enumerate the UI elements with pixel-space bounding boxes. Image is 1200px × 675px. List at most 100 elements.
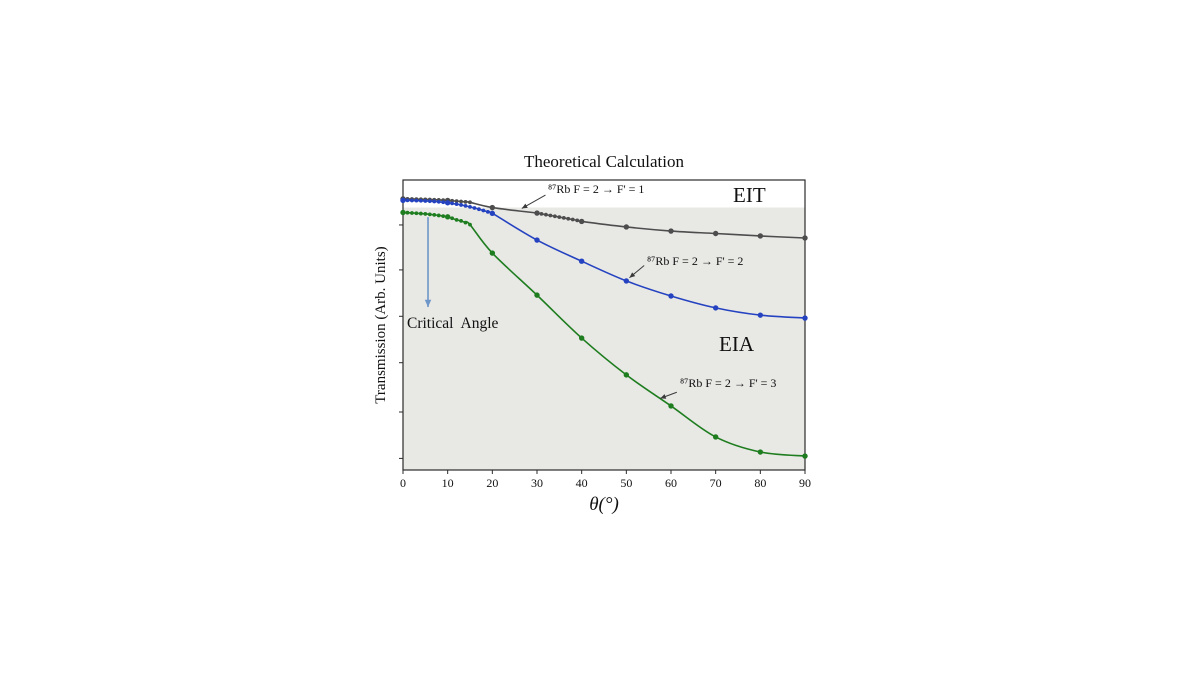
data-point-F2 [459,203,463,207]
data-point-F2 [410,198,414,203]
data-point-F2 [423,199,428,203]
data-point-F3 [400,209,406,216]
arrow-f2-head [629,272,636,278]
data-point-F3 [459,218,463,223]
series-line-F2 [402,199,806,319]
arrow-f3 [660,391,677,399]
data-point-F1 [468,200,472,205]
data-point-F3 [712,434,719,440]
data-point-F1 [561,216,566,220]
data-point-F1 [668,228,674,234]
data-point-F3 [450,216,455,221]
data-point-F2 [444,200,451,206]
data-point-F2 [477,207,481,212]
data-point-F3 [432,212,437,217]
data-point-F1 [557,215,562,219]
y-axis-label: Transmission (Arb. Units) [373,246,389,404]
series-label-f1: ⁸⁷Rb F = 2 → F' = 1 [548,182,645,196]
data-point-F2 [450,201,455,206]
data-point-F3 [463,220,468,225]
data-point-F3 [427,212,432,217]
plot-frame [402,179,806,471]
data-point-F2 [578,258,585,264]
data-point-F2 [405,198,410,203]
data-point-F1 [578,218,585,225]
data-point-F1 [454,199,459,204]
chart-title: Theoretical Calculation [523,152,684,171]
data-point-F3 [441,214,446,219]
arrow-f1 [521,194,546,209]
data-point-F3 [410,211,414,215]
data-point-F2 [757,312,764,318]
data-point-F3 [578,335,585,341]
data-point-F1 [463,199,468,204]
data-point-F2 [623,278,630,284]
data-point-F1 [548,213,553,218]
data-point-F3 [423,212,428,216]
x-tick-label: 50 [620,476,632,490]
data-point-F2 [441,200,446,205]
data-point-F3 [757,449,764,455]
x-tick-label: 80 [754,476,766,490]
data-point-F1 [552,214,557,219]
data-point-F3 [436,213,441,218]
data-point-F2 [436,199,441,204]
data-point-F1 [623,224,630,230]
x-tick-label: 20 [486,476,498,490]
data-point-F3 [489,250,496,256]
arrow-critical-angle [424,217,432,308]
arrow-f2 [629,265,645,279]
data-point-F2 [534,237,540,243]
annotation-eit: EIT [733,183,766,207]
data-point-F1 [712,230,719,237]
data-point-F3 [468,222,472,227]
data-point-F3 [454,217,459,222]
data-point-F3 [534,292,540,298]
data-point-F1 [575,218,580,223]
data-point-F2 [454,202,459,207]
x-tick-label: 10 [442,476,454,490]
data-point-F2 [668,293,674,299]
data-point-F1 [489,204,496,211]
x-tick-label: 60 [665,476,677,490]
data-point-F2 [418,198,423,203]
data-point-F1 [566,216,571,221]
data-point-F3 [418,211,423,216]
arrow-f1-head [521,203,528,209]
data-point-F2 [481,208,486,213]
x-tick-label: 70 [710,476,722,490]
x-tick-label: 40 [576,476,588,490]
data-point-F2 [472,206,477,210]
data-point-F1 [544,212,548,217]
x-tick-label: 0 [400,476,406,490]
x-tick-label: 90 [799,476,811,490]
data-point-F2 [432,199,437,204]
data-point-F2 [802,315,808,321]
data-point-F2 [485,210,490,214]
plot-shaded-region [403,207,805,471]
arrow-f3-head [660,394,667,399]
data-point-F2 [427,199,432,204]
series-label-f2: ⁸⁷Rb F = 2 → F' = 2 [647,254,744,268]
data-point-F3 [623,372,630,378]
data-point-F3 [802,453,808,459]
data-point-F1 [450,198,455,203]
data-point-F3 [414,211,419,216]
x-tick-label: 30 [531,476,543,490]
data-point-F2 [463,203,468,208]
data-point-F2 [489,210,496,217]
data-point-F2 [712,305,719,311]
data-point-F3 [668,403,674,409]
data-point-F1 [539,211,544,216]
series-label-f3: ⁸⁷Rb F = 2 → F' = 3 [680,376,777,390]
data-point-F1 [459,199,463,204]
data-point-F1 [757,233,764,239]
data-point-F2 [400,197,406,203]
annotation-critical-angle: Critical Angle [407,315,499,332]
data-point-F1 [802,235,808,241]
data-point-F2 [468,204,472,209]
x-axis-label: θ(°) [589,494,619,515]
data-point-F3 [405,210,410,215]
